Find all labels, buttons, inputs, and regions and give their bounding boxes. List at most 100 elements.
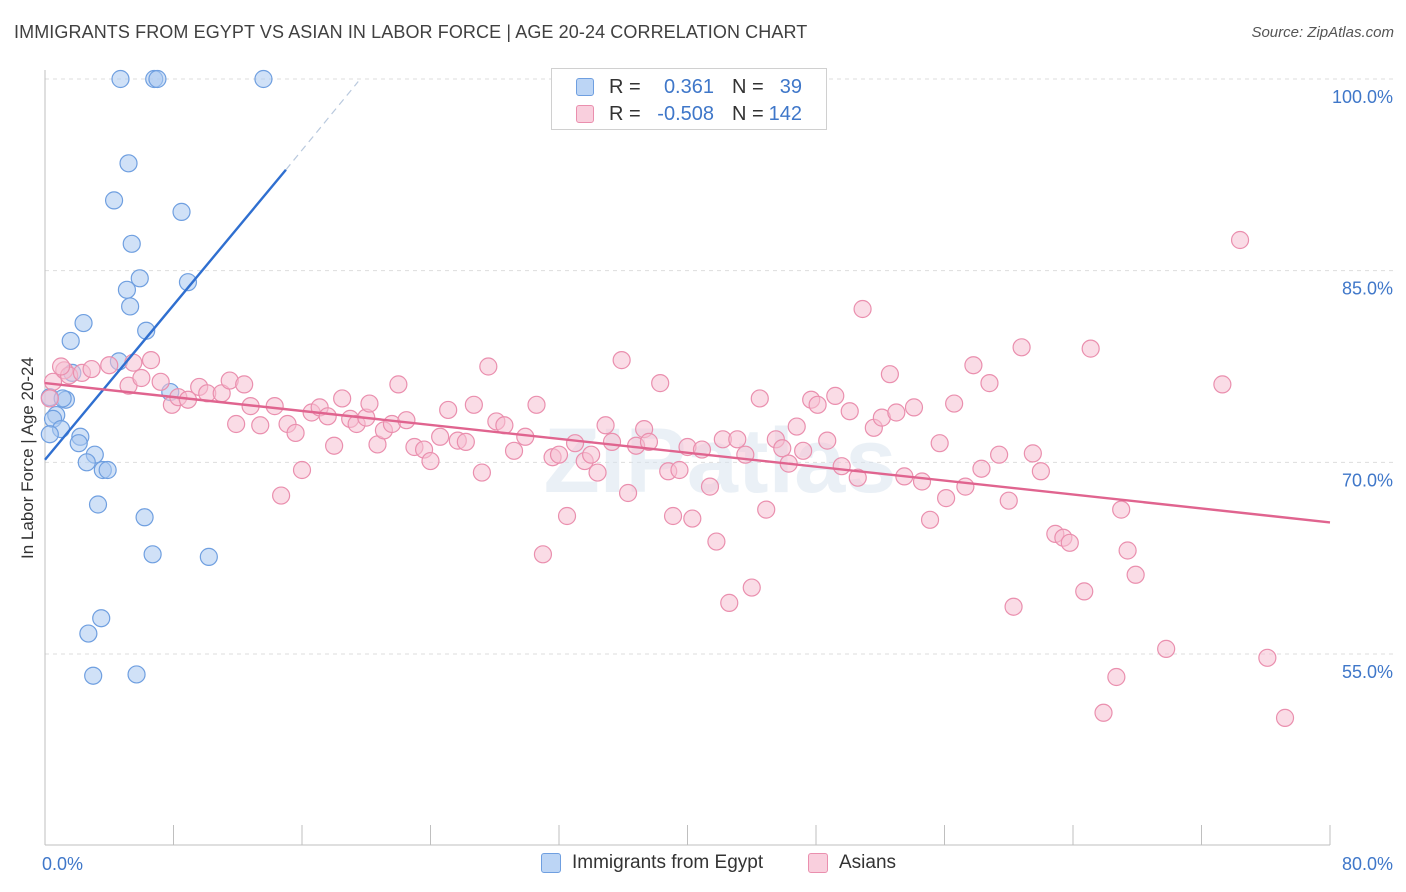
egypt-point bbox=[199, 547, 218, 566]
egypt-trend-extension bbox=[285, 81, 359, 171]
asian-point bbox=[100, 356, 119, 375]
egypt-point bbox=[79, 624, 98, 643]
asian-point bbox=[945, 394, 964, 413]
asian-point bbox=[1081, 339, 1100, 358]
asian-point bbox=[980, 374, 999, 393]
asian-point bbox=[1275, 708, 1295, 727]
asian-point bbox=[124, 353, 143, 372]
egypt-point bbox=[98, 460, 117, 480]
asian-point bbox=[1258, 648, 1277, 667]
x-tick-label: 80.0% bbox=[1342, 854, 1393, 874]
asian-point bbox=[787, 417, 806, 436]
asian-point bbox=[920, 510, 940, 529]
bottom-legend-label: Asians bbox=[839, 852, 897, 873]
asian-point bbox=[40, 389, 59, 408]
asian-point bbox=[1060, 533, 1079, 552]
asian-point bbox=[999, 491, 1018, 510]
asian-point bbox=[1031, 462, 1050, 481]
asian-point bbox=[132, 368, 151, 388]
legend-n-value: 39 bbox=[779, 76, 802, 98]
data-points bbox=[40, 69, 1295, 727]
asian-point bbox=[431, 427, 450, 446]
chart-source: Source: ZipAtlas.com bbox=[1251, 24, 1394, 41]
asian-point bbox=[1075, 582, 1094, 601]
egypt-point bbox=[127, 665, 146, 684]
asian-point bbox=[360, 394, 379, 413]
egypt-point bbox=[111, 69, 130, 89]
egypt-point bbox=[172, 202, 191, 221]
asian-point bbox=[848, 468, 867, 487]
asian-point bbox=[956, 477, 975, 496]
asian-point bbox=[333, 389, 352, 408]
egypt-point bbox=[117, 280, 137, 299]
egypt-point bbox=[92, 609, 111, 628]
asian-point bbox=[651, 374, 670, 393]
asian-point bbox=[533, 545, 553, 564]
egypt-point bbox=[88, 495, 108, 514]
egypt-point bbox=[130, 269, 149, 288]
asian-point bbox=[728, 430, 747, 449]
egypt-point bbox=[148, 69, 167, 89]
asian-point bbox=[972, 459, 991, 478]
asian-point bbox=[853, 299, 872, 319]
asian-point bbox=[1118, 541, 1137, 560]
egypt-point bbox=[122, 234, 141, 253]
bottom-legend-swatch-pink bbox=[808, 853, 828, 873]
asian-point bbox=[840, 402, 859, 421]
asian-point bbox=[808, 395, 827, 414]
legend-r-value: 0.361 bbox=[663, 76, 714, 98]
asian-point bbox=[964, 356, 983, 375]
asian-point bbox=[773, 439, 792, 458]
asian-point bbox=[826, 386, 845, 405]
asian-point bbox=[639, 432, 659, 451]
asian-point bbox=[670, 460, 689, 480]
asian-point bbox=[912, 472, 932, 491]
trend-lines bbox=[44, 81, 1331, 524]
egypt-point bbox=[77, 453, 96, 472]
legend-r-label: R = bbox=[609, 103, 641, 125]
egypt-point bbox=[178, 273, 198, 292]
asian-point bbox=[588, 463, 607, 482]
asian-point bbox=[990, 445, 1009, 464]
asian-point bbox=[1094, 703, 1113, 722]
asian-point bbox=[602, 432, 622, 451]
asian-point bbox=[720, 593, 739, 612]
asian-point bbox=[421, 451, 440, 471]
asian-point bbox=[582, 445, 601, 464]
asian-point bbox=[832, 457, 851, 476]
bottom-legend-label: Immigrants from Egypt bbox=[572, 852, 764, 873]
asian-trend-line bbox=[44, 381, 1331, 524]
asian-point bbox=[265, 397, 284, 416]
asian-point bbox=[286, 423, 305, 443]
tick-labels: 100.0% 85.0% 70.0% 55.0% 0.0% 80.0% bbox=[42, 87, 1393, 874]
asian-point bbox=[397, 411, 416, 430]
asian-point bbox=[439, 400, 458, 420]
asian-point bbox=[1107, 667, 1126, 687]
egypt-point bbox=[119, 154, 138, 173]
asian-point bbox=[700, 477, 720, 496]
chart-title: IMMIGRANTS FROM EGYPT VS ASIAN IN LABOR … bbox=[14, 22, 808, 42]
asian-point bbox=[887, 403, 906, 422]
asian-point bbox=[251, 416, 270, 435]
asian-point bbox=[818, 431, 837, 450]
egypt-point bbox=[254, 69, 273, 89]
asian-point bbox=[82, 359, 101, 379]
asian-point bbox=[504, 441, 524, 460]
legend-row-blue: R = 0.361 N = 39 bbox=[552, 74, 826, 100]
egypt-point bbox=[74, 313, 93, 333]
asian-point bbox=[750, 389, 769, 408]
asian-point bbox=[1126, 565, 1145, 584]
y-tick-label: 70.0% bbox=[1342, 470, 1393, 490]
egypt-point bbox=[84, 666, 103, 685]
asian-point bbox=[565, 434, 585, 453]
x-tick-label: 0.0% bbox=[42, 854, 83, 874]
y-tick-label: 100.0% bbox=[1332, 87, 1393, 107]
asian-point bbox=[557, 506, 577, 526]
y-tick-label: 85.0% bbox=[1342, 279, 1393, 299]
asian-point bbox=[618, 483, 638, 503]
asian-point bbox=[472, 463, 491, 482]
egypt-trend-line bbox=[44, 168, 287, 461]
legend-n-value: 142 bbox=[768, 103, 802, 125]
asian-point bbox=[389, 375, 408, 394]
